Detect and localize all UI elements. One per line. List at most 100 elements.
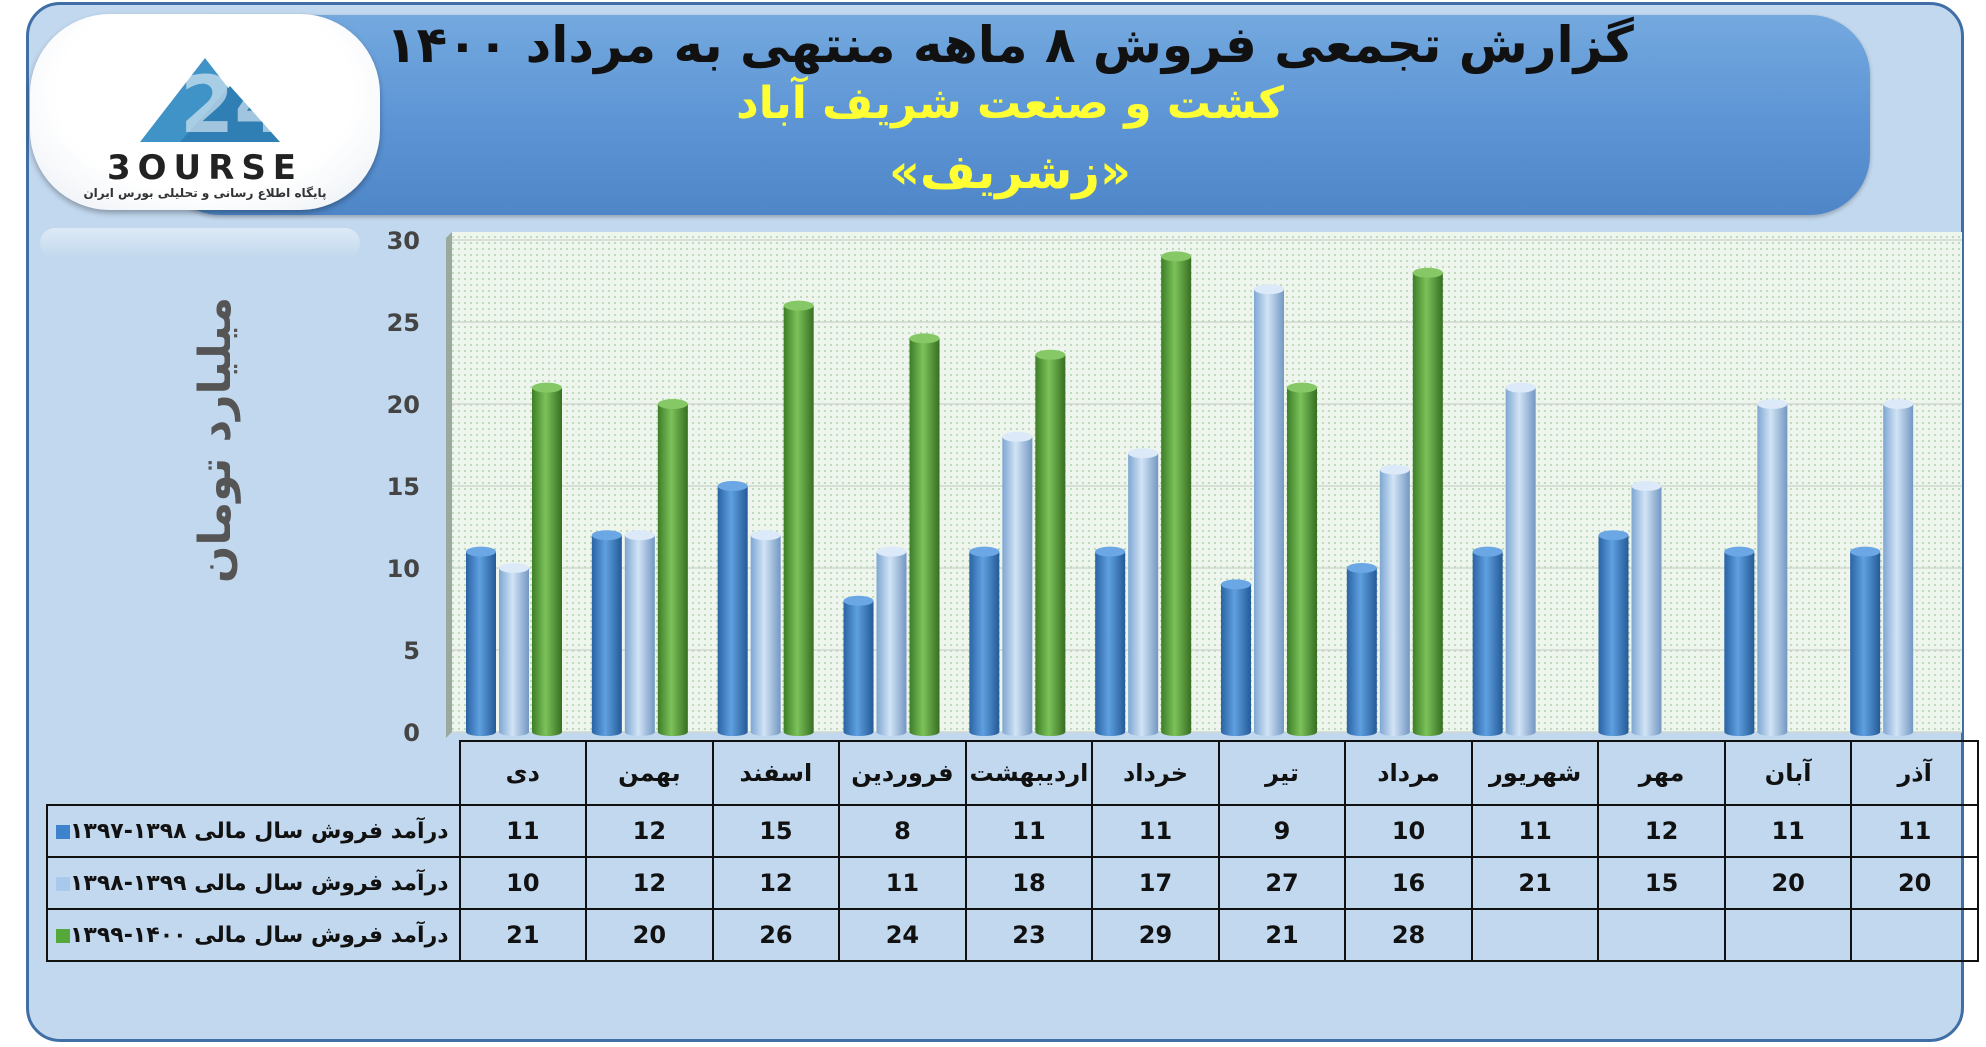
- table-cell: 9: [1217, 804, 1347, 858]
- bar-base: [1724, 728, 1755, 736]
- table-cell: 12: [585, 856, 714, 910]
- series-name: درآمد فروش سال مالی ۱۴۰۰-۱۳۹۹: [70, 922, 449, 948]
- table-cell: 28: [1344, 908, 1473, 962]
- bar-base: [1161, 728, 1192, 736]
- bar-cap: [843, 595, 874, 606]
- table-cell: [1470, 908, 1600, 962]
- category-label: بهمن: [585, 740, 714, 806]
- series-label: درآمد فروش سال مالی ۱۳۹۸-۱۳۹۷: [46, 804, 461, 858]
- table-row: درآمد فروش سال مالی ۱۳۹۹-۱۳۹۸ 10 12 12 11 18 1…: [46, 856, 1979, 910]
- bar: [969, 551, 1000, 732]
- category-label: اسفند: [711, 740, 841, 806]
- bar-base: [1412, 728, 1443, 736]
- bar-base: [1850, 728, 1881, 736]
- bar-base: [1346, 728, 1377, 736]
- plot-side-wall: [446, 232, 452, 738]
- table-cell: 11: [838, 856, 967, 910]
- bar-base: [876, 728, 907, 736]
- bar-cap: [1412, 267, 1443, 278]
- bar-cap: [1598, 530, 1629, 541]
- bar: [657, 404, 688, 732]
- bar-base: [1287, 728, 1317, 736]
- y-tick-label: 5: [403, 637, 420, 665]
- bar-cap: [783, 300, 814, 311]
- bar-cap: [1757, 399, 1788, 409]
- category-label: شهریور: [1470, 740, 1600, 806]
- bar: [1724, 551, 1755, 732]
- bar: [750, 535, 781, 732]
- bar-cap: [466, 546, 496, 557]
- svg-text:24: 24: [180, 61, 289, 151]
- ticker-symbol: «زشریف»: [889, 144, 1131, 200]
- table-cell: [1723, 908, 1853, 962]
- y-tick-label: 15: [387, 473, 420, 501]
- legend-swatch: [56, 824, 70, 839]
- bar-base: [1254, 728, 1284, 736]
- bar: [1002, 436, 1033, 732]
- bar-cap: [1221, 579, 1251, 590]
- bar-base: [1883, 728, 1914, 736]
- bar-cap: [499, 563, 529, 573]
- table-cell: [1597, 908, 1726, 962]
- series-label: درآمد فروش سال مالی ۱۴۰۰-۱۳۹۹: [46, 908, 461, 962]
- table-cell: 26: [711, 908, 841, 962]
- category-row: دی بهمن اسفند فروردین اردیبهشت خرداد تیر مرداد ش…: [47, 740, 1979, 806]
- bar-base: [909, 728, 940, 736]
- bar-cap: [657, 399, 688, 409]
- table-cell: 29: [1091, 908, 1220, 962]
- bar: [1287, 387, 1317, 732]
- bar: [1598, 535, 1629, 732]
- y-tick-label: 30: [387, 227, 420, 255]
- bar-cap: [876, 546, 907, 557]
- table-cell: 12: [1597, 804, 1726, 858]
- bar-base: [466, 728, 496, 736]
- bourse-logo: 24 3OURSE پایگاه اطلاع رسانی و تحلیلی بو…: [30, 14, 380, 210]
- table-cell: 12: [585, 804, 714, 858]
- table-cell: 8: [838, 804, 967, 858]
- bar-cap: [1002, 431, 1033, 442]
- bar: [1346, 568, 1377, 732]
- table-cell: 24: [838, 908, 967, 962]
- bar: [1221, 584, 1251, 732]
- bar-base: [1598, 728, 1629, 736]
- bar: [1161, 256, 1192, 732]
- bar-base: [1505, 728, 1536, 736]
- bar-base: [969, 728, 1000, 736]
- table-cell: 15: [711, 804, 841, 858]
- report-title: گزارش تجمعی فروش ۸ ماهه منتهی به مرداد ۱…: [386, 16, 1634, 74]
- bar-cap: [750, 530, 781, 541]
- table-cell: 20: [1723, 856, 1853, 910]
- bar-base: [750, 728, 781, 736]
- legend-swatch: [56, 876, 70, 891]
- bar: [1379, 469, 1410, 732]
- category-label: مرداد: [1344, 740, 1473, 806]
- table-cell: 21: [458, 908, 588, 962]
- bar-base: [532, 728, 562, 736]
- bar-cap: [591, 530, 622, 541]
- bourse-24-logo-icon: 24: [140, 58, 289, 151]
- bar: [532, 387, 562, 732]
- table-cell: 20: [585, 908, 714, 962]
- bar: [624, 535, 655, 732]
- bar-cap: [1472, 546, 1503, 557]
- table-cell: 11: [458, 804, 588, 858]
- bar-base: [1002, 728, 1033, 736]
- y-tick-label: 0: [403, 719, 420, 747]
- series-label: درآمد فروش سال مالی ۱۳۹۹-۱۳۹۸: [46, 856, 461, 910]
- bar: [876, 551, 907, 732]
- table-cell: 27: [1217, 856, 1347, 910]
- table-cell: 21: [1470, 856, 1600, 910]
- series-name: درآمد فروش سال مالی ۱۳۹۸-۱۳۹۷: [70, 818, 449, 844]
- series-name: درآمد فروش سال مالی ۱۳۹۹-۱۳۹۸: [70, 870, 449, 896]
- table-cell: 17: [1091, 856, 1220, 910]
- category-label: دی: [458, 740, 588, 806]
- bar-cap: [1850, 546, 1881, 557]
- category-label: آذر: [1850, 740, 1979, 806]
- table-cell: 11: [1723, 804, 1853, 858]
- bar: [717, 486, 748, 732]
- bar: [1472, 551, 1503, 732]
- bar: [466, 551, 496, 732]
- bar-cap: [1035, 349, 1066, 360]
- bar-base: [1379, 728, 1410, 736]
- bar: [1631, 486, 1662, 732]
